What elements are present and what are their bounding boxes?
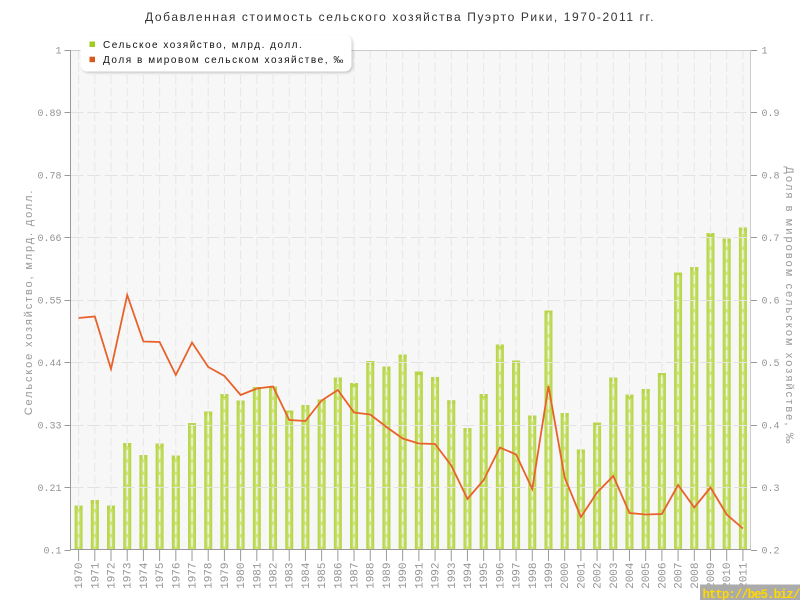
svg-text:2009: 2009 [706, 563, 718, 589]
svg-text:Доля в мировом сельском хозяйс: Доля в мировом сельском хозяйстве, ‰ [783, 166, 795, 445]
svg-text:1: 1 [55, 47, 61, 58]
svg-text:1970: 1970 [74, 563, 86, 589]
svg-text:2005: 2005 [641, 563, 653, 589]
svg-text:1974: 1974 [139, 562, 151, 589]
svg-text:1: 1 [762, 47, 768, 58]
svg-text:0.4: 0.4 [762, 422, 780, 433]
svg-text:1999: 1999 [544, 563, 556, 589]
svg-text:1981: 1981 [252, 562, 264, 589]
svg-text:0.7: 0.7 [762, 234, 780, 245]
svg-text:1985: 1985 [317, 563, 329, 589]
svg-text:0.44: 0.44 [37, 359, 61, 370]
svg-text:1989: 1989 [382, 563, 394, 589]
svg-text:1976: 1976 [171, 563, 183, 589]
svg-text:0.3: 0.3 [762, 484, 780, 495]
svg-text:2010: 2010 [722, 563, 734, 589]
svg-text:1975: 1975 [155, 563, 167, 589]
svg-text:1984: 1984 [301, 562, 313, 589]
svg-text:1972: 1972 [107, 563, 119, 589]
svg-text:0.66: 0.66 [37, 234, 61, 245]
svg-text:0.89: 0.89 [37, 109, 61, 120]
svg-text:0.6: 0.6 [762, 297, 780, 308]
svg-text:1977: 1977 [188, 563, 200, 589]
svg-text:1995: 1995 [479, 563, 491, 589]
svg-text:1971: 1971 [90, 562, 102, 589]
svg-text:2002: 2002 [593, 563, 605, 589]
svg-text:0.9: 0.9 [762, 109, 780, 120]
svg-text:Сельское хозяйство, млрд. долл: Сельское хозяйство, млрд. долл. [23, 189, 35, 416]
svg-text:1993: 1993 [447, 563, 459, 589]
svg-text:1986: 1986 [333, 563, 345, 589]
svg-text:Доля в мировом сельском хозяйс: Доля в мировом сельском хозяйстве, ‰ [103, 55, 345, 66]
svg-text:1982: 1982 [269, 563, 281, 589]
svg-text:1997: 1997 [512, 563, 524, 589]
svg-text:1973: 1973 [123, 563, 135, 589]
svg-text:2006: 2006 [657, 563, 669, 589]
svg-text:Сельское хозяйство, млрд. долл: Сельское хозяйство, млрд. долл. [103, 40, 303, 51]
svg-text:2003: 2003 [609, 563, 621, 589]
svg-text:2004: 2004 [625, 562, 637, 589]
svg-text:2000: 2000 [560, 563, 572, 589]
svg-text:Добавленная стоимость сельског: Добавленная стоимость сельского хозяйств… [145, 10, 655, 24]
svg-text:1987: 1987 [350, 563, 362, 589]
svg-text:0.78: 0.78 [37, 172, 61, 183]
svg-text:2011: 2011 [738, 562, 750, 589]
svg-text:1983: 1983 [285, 563, 297, 589]
svg-text:0.8: 0.8 [762, 172, 780, 183]
svg-text:1978: 1978 [204, 563, 216, 589]
svg-text:http://be5.biz/: http://be5.biz/ [703, 588, 800, 600]
svg-text:2008: 2008 [690, 563, 702, 589]
svg-text:0.2: 0.2 [762, 547, 780, 558]
svg-text:0.1: 0.1 [43, 547, 61, 558]
svg-text:1991: 1991 [414, 562, 426, 589]
svg-text:1994: 1994 [463, 562, 475, 589]
svg-text:1998: 1998 [528, 563, 540, 589]
svg-text:1990: 1990 [398, 563, 410, 589]
svg-text:1988: 1988 [366, 563, 378, 589]
svg-text:0.55: 0.55 [37, 297, 61, 308]
svg-text:1979: 1979 [220, 563, 232, 589]
svg-text:1996: 1996 [495, 563, 507, 589]
svg-text:0.21: 0.21 [37, 484, 61, 495]
svg-text:2007: 2007 [674, 563, 686, 589]
svg-text:0.33: 0.33 [37, 422, 61, 433]
svg-text:0.5: 0.5 [762, 359, 780, 370]
svg-text:1980: 1980 [236, 563, 248, 589]
svg-text:2001: 2001 [576, 562, 588, 589]
svg-text:1992: 1992 [431, 563, 443, 589]
